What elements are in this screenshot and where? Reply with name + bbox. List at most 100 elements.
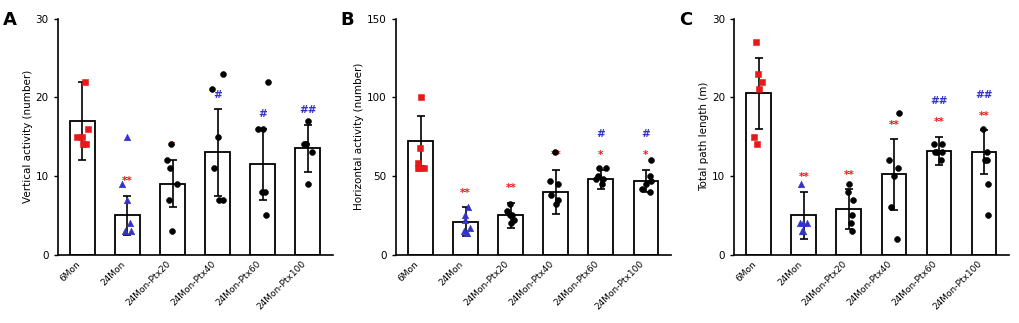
Text: A: A: [3, 12, 16, 29]
Point: [498, 208, 515, 213]
Point: [74, 142, 91, 147]
Point: [843, 213, 859, 218]
Point: [460, 205, 476, 210]
Bar: [633, 181, 657, 255]
Point: [254, 189, 270, 194]
Point: [643, 158, 659, 163]
Point: [931, 158, 948, 163]
Text: **: **: [798, 172, 808, 182]
Text: ##: ##: [974, 89, 991, 99]
Point: [884, 173, 901, 179]
Point: [890, 110, 906, 116]
Point: [298, 142, 314, 147]
Text: #: #: [596, 129, 604, 139]
Text: #: #: [258, 109, 267, 119]
Point: [300, 118, 316, 123]
Point: [928, 150, 945, 155]
Text: *: *: [597, 150, 603, 160]
Point: [457, 217, 473, 223]
Bar: [836, 209, 860, 255]
Text: **: **: [978, 111, 988, 121]
Y-axis label: Horizontal activity (number): Horizontal activity (number): [354, 63, 364, 210]
Point: [162, 165, 178, 171]
Point: [210, 134, 226, 139]
Point: [933, 150, 950, 155]
Point: [415, 165, 431, 171]
Text: B: B: [340, 12, 354, 29]
Bar: [115, 215, 140, 255]
Bar: [791, 215, 815, 255]
Point: [215, 197, 231, 202]
Y-axis label: Total path length (m): Total path length (m): [698, 82, 708, 191]
Point: [593, 181, 609, 186]
Text: *: *: [643, 150, 648, 160]
Bar: [588, 179, 612, 255]
Point: [549, 197, 566, 202]
Point: [541, 178, 557, 183]
Text: C: C: [679, 12, 692, 29]
Point: [749, 71, 765, 76]
Bar: [880, 174, 906, 255]
Point: [842, 221, 858, 226]
Point: [844, 228, 860, 234]
Point: [211, 197, 227, 202]
Point: [974, 126, 990, 131]
Text: #: #: [213, 89, 222, 99]
Point: [882, 205, 899, 210]
Text: **: **: [932, 117, 944, 127]
Point: [546, 150, 562, 155]
Point: [455, 228, 472, 234]
Bar: [746, 93, 770, 255]
Point: [793, 181, 809, 186]
Point: [798, 221, 814, 226]
Point: [169, 181, 185, 186]
Point: [978, 213, 995, 218]
Bar: [408, 141, 432, 255]
Point: [413, 95, 429, 100]
Point: [121, 221, 138, 226]
Bar: [971, 152, 996, 255]
Point: [457, 213, 473, 218]
Point: [250, 126, 266, 131]
Point: [116, 228, 132, 234]
Point: [637, 181, 653, 186]
Point: [750, 87, 766, 92]
Text: **: **: [843, 170, 853, 180]
Point: [932, 142, 949, 147]
Point: [410, 161, 426, 166]
Point: [501, 202, 518, 207]
Bar: [925, 151, 951, 255]
Point: [122, 228, 139, 234]
Bar: [160, 184, 184, 255]
Text: *: *: [170, 141, 175, 151]
Point: [753, 79, 769, 84]
Point: [641, 173, 657, 179]
Point: [641, 189, 657, 194]
Point: [890, 165, 906, 171]
Point: [594, 176, 610, 182]
Bar: [498, 215, 523, 255]
Point: [296, 142, 312, 147]
Point: [79, 126, 96, 131]
Text: **: **: [460, 188, 471, 198]
Point: [164, 228, 180, 234]
Point: [748, 40, 764, 45]
Point: [206, 165, 222, 171]
Point: [214, 71, 230, 76]
Point: [504, 217, 521, 223]
Point: [925, 142, 942, 147]
Point: [119, 197, 136, 202]
Point: [502, 221, 519, 226]
Point: [794, 221, 810, 226]
Point: [845, 197, 861, 202]
Bar: [250, 164, 275, 255]
Text: #: #: [641, 129, 650, 139]
Point: [889, 236, 905, 242]
Point: [69, 134, 86, 139]
Bar: [543, 192, 568, 255]
Point: [76, 79, 93, 84]
Point: [589, 173, 605, 179]
Point: [459, 230, 475, 235]
Point: [77, 142, 94, 147]
Point: [298, 142, 314, 147]
